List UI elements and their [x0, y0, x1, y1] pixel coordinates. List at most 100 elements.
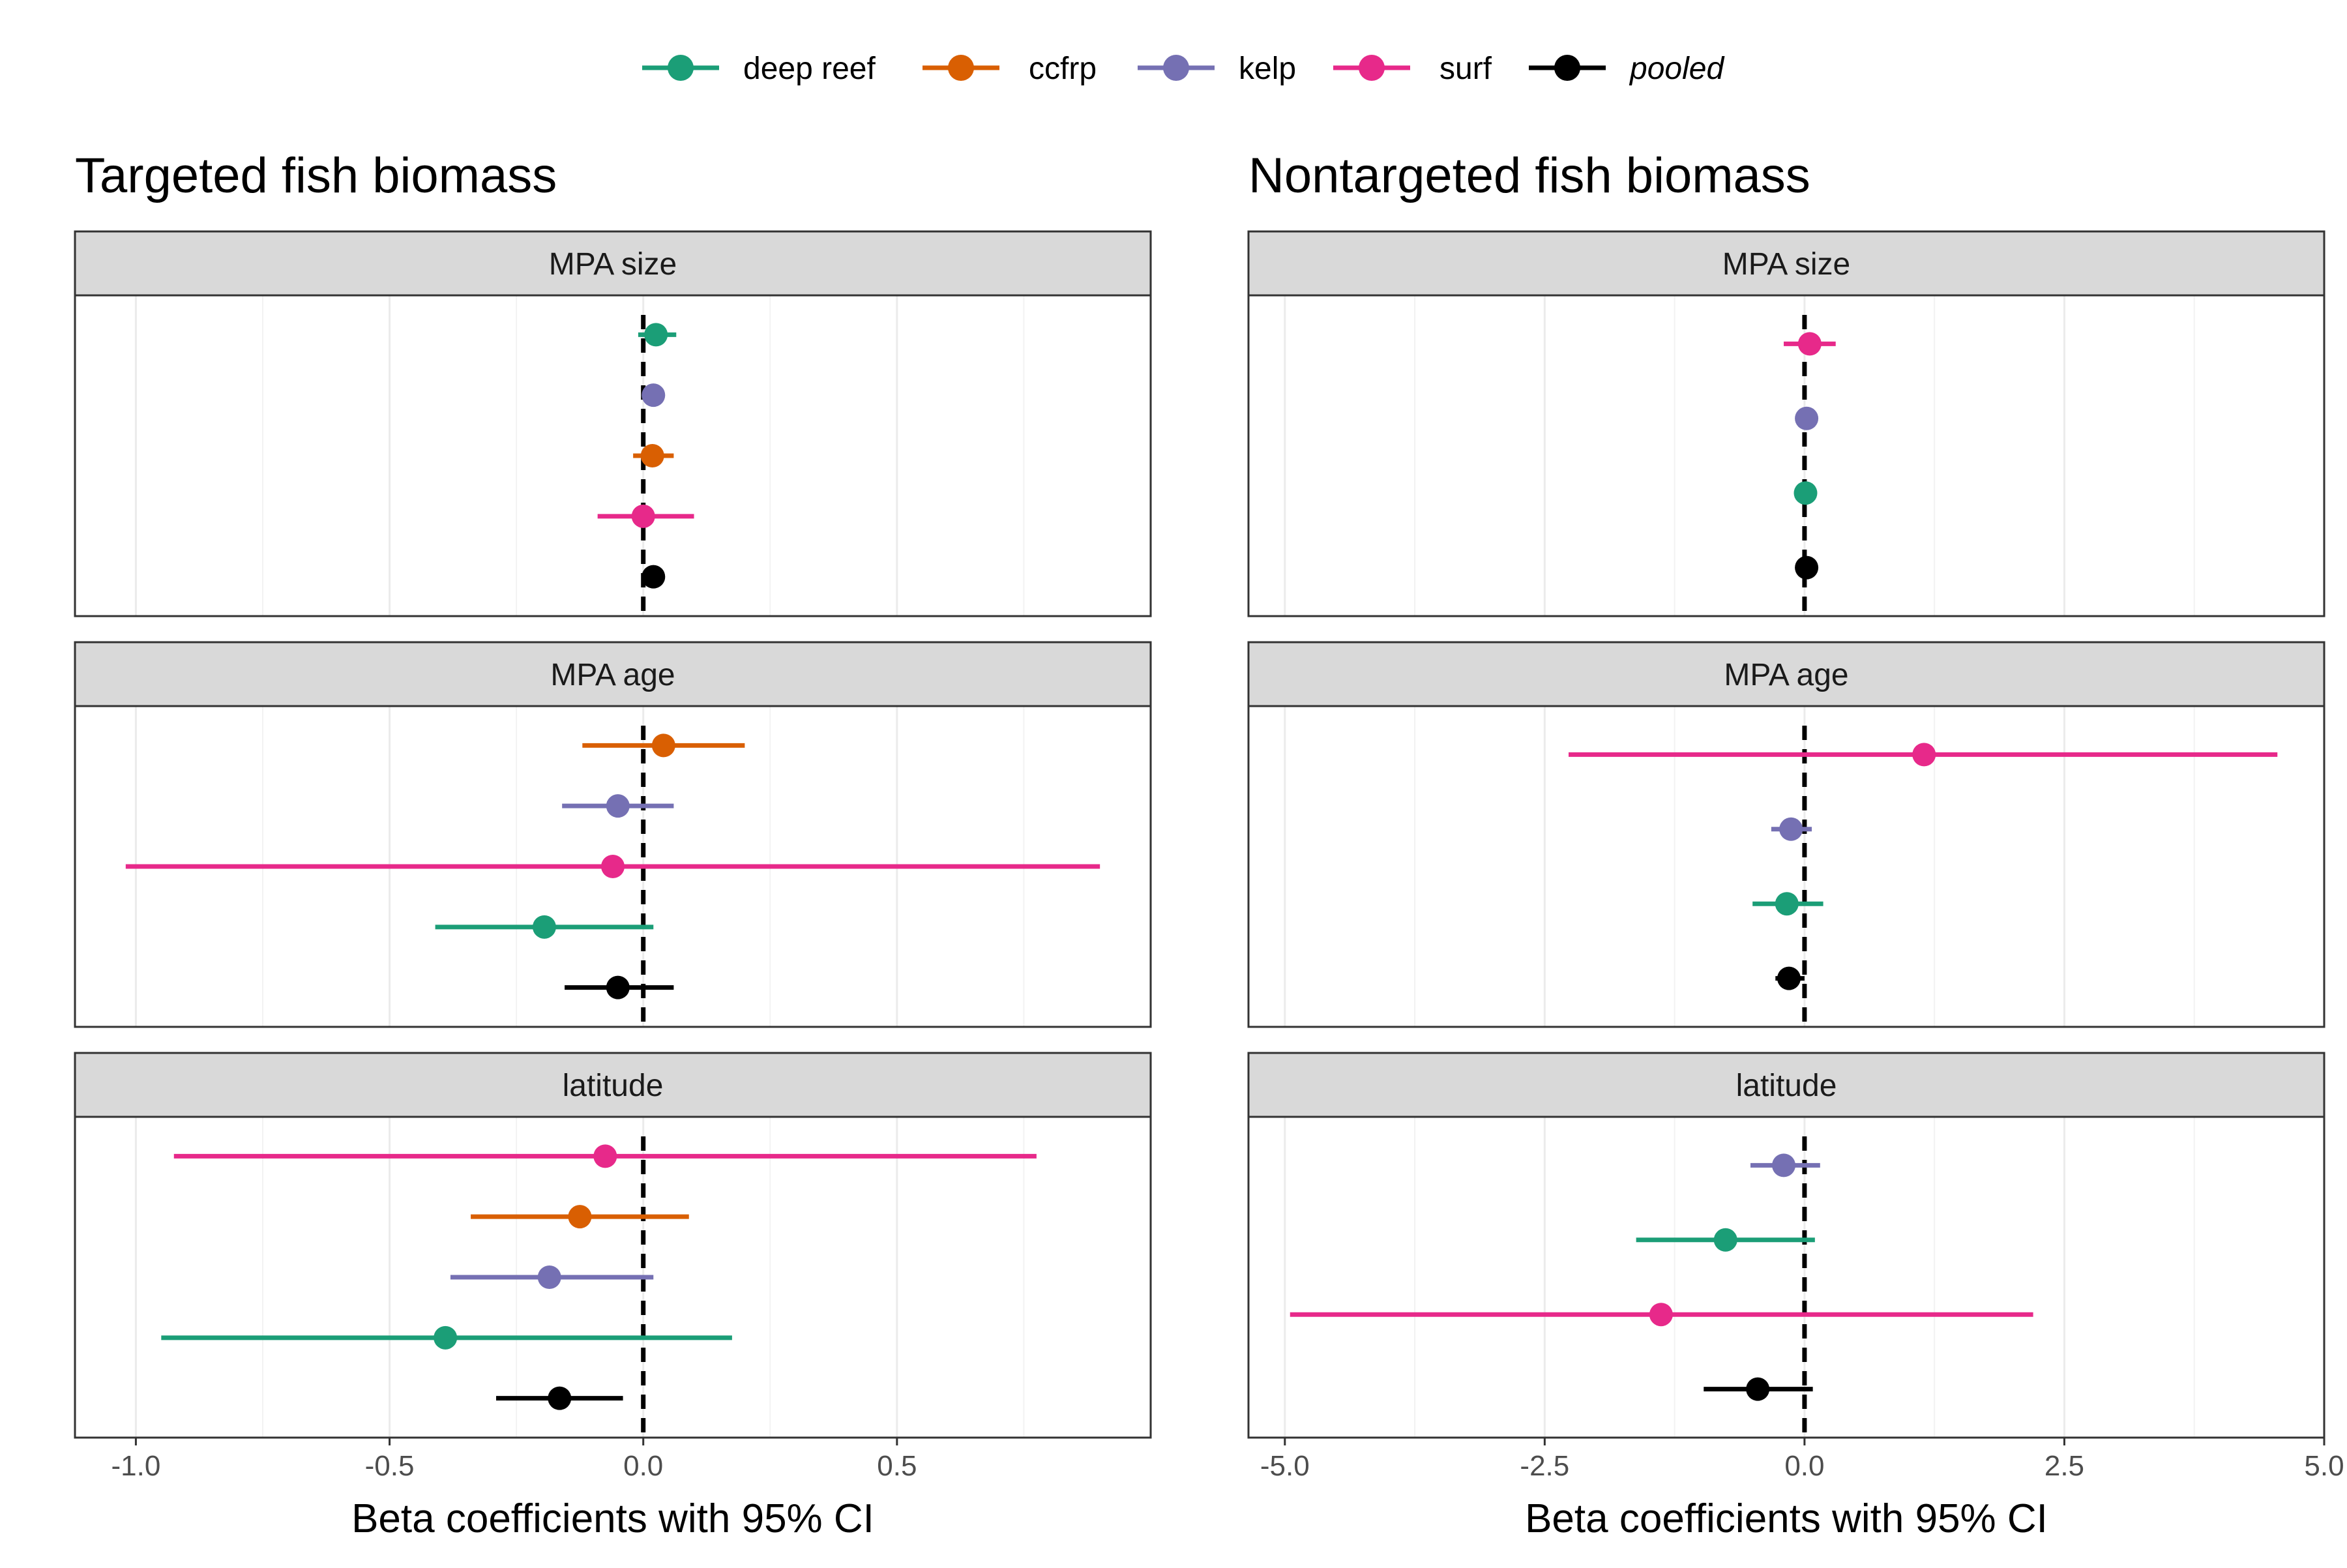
estimate-row-pooled — [1704, 1377, 1813, 1401]
estimate-row-deep-reef — [1636, 1228, 1815, 1252]
estimate-row-pooled — [642, 565, 666, 589]
estimate-point — [1793, 481, 1818, 505]
estimate-row-deep-reef — [1793, 481, 1818, 505]
estimate-point — [1649, 1303, 1673, 1327]
estimate-point — [1746, 1377, 1770, 1401]
facet-border — [74, 705, 1152, 1028]
facet-border — [1247, 705, 2325, 1028]
facet-strip-label: latitude — [1736, 1069, 1837, 1103]
estimate-row-kelp — [1795, 406, 1819, 430]
estimate-point — [548, 1386, 572, 1410]
estimate-row-deep-reef — [435, 915, 654, 939]
estimate-point — [1779, 817, 1803, 841]
estimate-row-kelp — [642, 383, 666, 407]
facet-strip — [74, 641, 1152, 707]
estimate-point — [651, 733, 675, 758]
estimate-row-kelp — [450, 1265, 654, 1289]
legend-item-kelp: kelp — [1138, 52, 1296, 86]
estimate-point — [640, 444, 664, 467]
estimate-point — [1777, 966, 1801, 990]
estimate-point — [532, 915, 556, 939]
facet-latitude: latitude — [74, 1052, 1152, 1439]
facet-latitude: latitude — [1247, 1052, 2325, 1439]
estimate-point — [1912, 743, 1936, 767]
panel-title: Targeted fish biomass — [75, 148, 557, 203]
estimate-row-kelp — [1771, 817, 1812, 841]
estimate-row-surf — [125, 855, 1100, 878]
estimate-point — [642, 383, 666, 407]
x-tick-label: 5.0 — [2304, 1450, 2344, 1482]
facet-mpa-size: MPA size — [1247, 230, 2325, 617]
estimate-row-surf — [1290, 1303, 2033, 1327]
facet-strip — [74, 1052, 1152, 1118]
legend-label: kelp — [1239, 52, 1296, 86]
plot-area — [1248, 295, 2324, 616]
panel-nontargeted-fish-biomass: Nontargeted fish biomass MPA size MPA age l… — [1247, 148, 2344, 1541]
estimate-point — [1775, 892, 1799, 916]
legend-key-point — [948, 55, 974, 81]
estimate-row-pooled — [495, 1386, 623, 1410]
facet-mpa-size: MPA size — [74, 230, 1152, 617]
facet-border — [1247, 1116, 2325, 1439]
estimate-row-kelp — [1750, 1153, 1820, 1177]
x-tick-label: 0.5 — [877, 1450, 917, 1482]
x-tick-label: -2.5 — [1520, 1450, 1569, 1482]
legend-key-point — [668, 55, 694, 81]
plot-area — [75, 295, 1151, 616]
estimate-row-deep-reef — [161, 1325, 732, 1350]
legend-key-point — [1359, 55, 1385, 81]
facet-strip — [74, 230, 1152, 297]
estimate-point — [601, 855, 625, 878]
estimate-row-ccfrp — [582, 733, 745, 758]
estimate-point — [434, 1325, 458, 1350]
estimate-row-pooled — [565, 975, 674, 999]
legend-label: surf — [1439, 52, 1492, 86]
facet-strip-label: MPA size — [1722, 247, 1851, 282]
facet-strip — [1247, 230, 2325, 297]
estimate-point — [1713, 1228, 1737, 1252]
x-tick-label: 0.0 — [1784, 1450, 1824, 1482]
estimate-point — [1795, 555, 1819, 580]
x-tick-label: -1.0 — [111, 1450, 160, 1482]
x-tick-label: -0.5 — [365, 1450, 415, 1482]
facet-strip — [1247, 1052, 2325, 1118]
estimate-point — [606, 975, 630, 999]
facet-mpa-age: MPA age — [74, 641, 1152, 1028]
estimate-row-surf — [1569, 743, 2278, 767]
facet-border — [1247, 294, 2325, 617]
estimate-row-kelp — [562, 794, 674, 818]
facet-mpa-age: MPA age — [1247, 641, 2325, 1028]
estimate-row-surf — [173, 1144, 1037, 1168]
legend-item-deep-reef: deep reef — [642, 52, 876, 86]
estimate-point — [1797, 332, 1822, 356]
x-axis-label: Beta coefficients with 95% CI — [1525, 1496, 2048, 1541]
facet-strip-label: MPA age — [550, 658, 675, 692]
estimate-row-ccfrp — [471, 1205, 689, 1229]
estimate-point — [1795, 406, 1819, 430]
estimate-row-deep-reef — [1752, 892, 1823, 916]
estimate-point — [642, 565, 666, 589]
facet-strip-label: latitude — [563, 1069, 664, 1103]
x-tick-label: 0.0 — [623, 1450, 663, 1482]
panel-targeted-fish-biomass: Targeted fish biomass MPA size MPA age lati… — [74, 148, 1152, 1541]
facet-strip — [1247, 641, 2325, 707]
estimate-point — [606, 794, 630, 818]
facet-strip-label: MPA age — [1724, 658, 1848, 692]
legend-label: pooled — [1629, 52, 1724, 86]
legend-label: ccfrp — [1029, 52, 1097, 86]
estimate-row-surf — [597, 504, 694, 528]
legend-label: deep reef — [743, 52, 876, 86]
estimate-row-deep-reef — [638, 323, 677, 347]
estimate-point — [568, 1205, 592, 1229]
x-tick-label: 2.5 — [2044, 1450, 2084, 1482]
estimate-row-pooled — [1775, 966, 1805, 990]
estimate-row-pooled — [1795, 555, 1819, 580]
facet-border — [74, 294, 1152, 617]
facet-strip-label: MPA size — [549, 247, 677, 282]
legend-item-surf: surf — [1333, 52, 1492, 86]
facet-border — [74, 1116, 1152, 1439]
legend-key-point — [1163, 55, 1189, 81]
estimate-point — [631, 504, 655, 528]
